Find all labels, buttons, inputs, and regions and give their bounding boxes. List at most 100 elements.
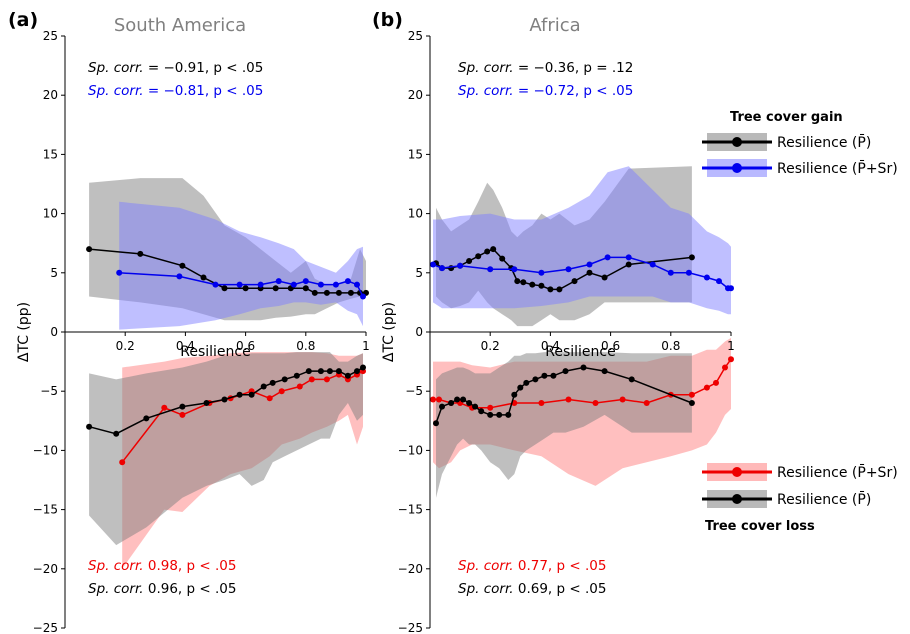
x-tick-label: 1 xyxy=(362,339,370,353)
data-point xyxy=(565,396,572,403)
data-point xyxy=(728,356,734,363)
x-tick-label: 0.8 xyxy=(296,339,315,353)
data-point xyxy=(433,420,439,427)
data-point xyxy=(722,364,728,371)
data-point xyxy=(466,258,473,264)
annotation-gain-black: Sp. corr. = −0.36, p = .12 xyxy=(458,60,633,76)
data-point xyxy=(487,404,494,411)
data-point xyxy=(119,459,126,466)
data-point xyxy=(200,274,207,281)
data-point xyxy=(625,261,632,268)
y-tick-label: 0 xyxy=(415,325,423,339)
x-axis-label: Resilience xyxy=(545,344,615,360)
legend-gain: Tree cover gain Resilience (P̄) Resilien… xyxy=(702,110,898,177)
y-tick-label: −5 xyxy=(405,384,423,398)
annotation-gain-black: Sp. corr. = −0.91, p < .05 xyxy=(88,60,263,76)
y-tick-label: −15 xyxy=(398,503,423,517)
data-point xyxy=(179,411,186,418)
data-point xyxy=(354,281,360,288)
data-point xyxy=(430,261,436,268)
data-point xyxy=(360,293,366,300)
data-point xyxy=(311,289,318,296)
data-point xyxy=(538,400,545,406)
data-point xyxy=(532,376,539,383)
data-point xyxy=(688,400,695,406)
data-point xyxy=(619,396,626,403)
data-point xyxy=(137,250,144,257)
x-tick-label: 0.6 xyxy=(601,339,620,353)
data-point xyxy=(257,281,264,288)
data-point xyxy=(490,246,497,253)
data-point xyxy=(439,265,445,272)
annotation-loss-red: Sp. corr. 0.77, p < .05 xyxy=(458,558,606,574)
data-point xyxy=(703,384,710,391)
panel-africa: 25 20 15 10 5 0 −5 −10 −15 −20 −25 0.2 0.4 0.6 0.8 1 Res… xyxy=(372,9,735,634)
data-point xyxy=(514,278,521,285)
data-point xyxy=(323,289,330,296)
data-point xyxy=(248,391,255,398)
y-tick-label: −10 xyxy=(398,443,423,457)
annotation-loss-black: Sp. corr. 0.69, p < .05 xyxy=(458,581,606,597)
data-point xyxy=(344,372,351,379)
data-point xyxy=(716,278,722,285)
data-point xyxy=(517,384,524,391)
annotation-loss-red: Sp. corr. 0.98, p < .05 xyxy=(88,558,236,574)
x-tick-label: 0.8 xyxy=(661,339,680,353)
data-point xyxy=(278,388,285,395)
x-axis-label: Resilience xyxy=(180,344,250,360)
data-point xyxy=(161,404,168,411)
y-tick-label: 20 xyxy=(43,88,58,102)
data-point xyxy=(308,376,315,383)
data-point xyxy=(487,266,494,273)
data-point xyxy=(221,285,228,292)
data-point xyxy=(562,368,569,375)
y-tick-label: 5 xyxy=(415,266,423,280)
data-point xyxy=(323,376,330,383)
legend-loss-label-red: Resilience (P̄+Sr) xyxy=(777,463,898,481)
data-point xyxy=(625,254,632,261)
data-point xyxy=(302,285,309,292)
y-tick-label: −20 xyxy=(33,562,58,576)
legend-loss-marker-black xyxy=(732,494,742,504)
data-point xyxy=(326,368,333,375)
data-point xyxy=(499,255,506,262)
data-point xyxy=(523,379,530,386)
data-point xyxy=(601,368,608,375)
x-tick-label: 0.6 xyxy=(236,339,255,353)
legend-gain-label-black: Resilience (P̄) xyxy=(777,133,871,151)
data-point xyxy=(580,364,587,371)
data-point xyxy=(565,266,572,273)
band-gain-1 xyxy=(433,166,731,315)
panel-letter: (a) xyxy=(8,9,38,31)
series-line-gain-0 xyxy=(89,248,366,294)
data-point xyxy=(643,400,650,406)
data-point xyxy=(290,281,297,288)
data-point xyxy=(260,383,267,390)
data-point xyxy=(242,285,249,292)
data-point xyxy=(302,278,309,285)
data-point xyxy=(649,261,656,268)
data-point xyxy=(439,403,445,410)
legend-gain-marker-blue xyxy=(732,163,742,173)
data-point xyxy=(360,364,366,371)
data-point xyxy=(496,411,503,418)
legend-gain-title: Tree cover gain xyxy=(730,110,843,125)
y-tick-label: −25 xyxy=(398,621,423,634)
data-point xyxy=(212,281,219,288)
legend-loss: Resilience (P̄+Sr) Resilience (P̄) Tree … xyxy=(702,463,898,534)
legend-gain-marker-black xyxy=(732,137,742,147)
data-point xyxy=(335,289,342,296)
data-point xyxy=(281,376,288,383)
data-point xyxy=(511,391,518,398)
y-tick-label: 15 xyxy=(408,147,423,161)
y-tick-label: 20 xyxy=(408,88,423,102)
data-point xyxy=(296,383,303,390)
data-point xyxy=(275,278,282,285)
data-point xyxy=(505,411,512,418)
data-point xyxy=(86,423,93,430)
data-point xyxy=(586,269,593,276)
data-point xyxy=(484,248,491,255)
data-point xyxy=(475,253,482,260)
y-tick-label: −25 xyxy=(33,621,58,634)
